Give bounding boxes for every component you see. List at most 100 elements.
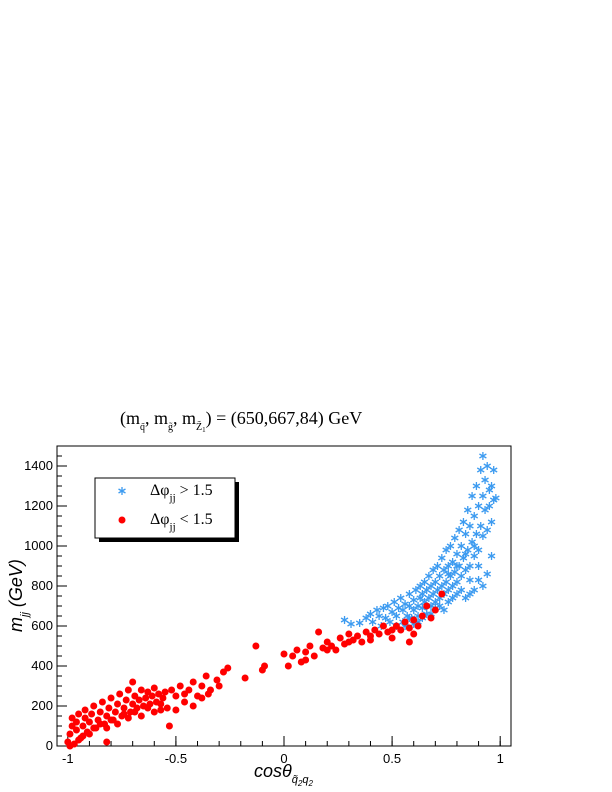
data-point-circle [204, 690, 212, 698]
data-point-asterisk [481, 506, 489, 514]
data-point-circle [345, 630, 353, 638]
data-point-asterisk [390, 598, 399, 606]
data-point-asterisk [481, 476, 489, 484]
data-point-circle [252, 642, 260, 650]
data-point-asterisk [446, 542, 455, 550]
data-point-asterisk [472, 482, 481, 490]
data-point-asterisk [483, 570, 492, 578]
data-point-asterisk [412, 586, 420, 594]
x-tick-label: -0.5 [165, 751, 187, 766]
data-point-asterisk [388, 608, 396, 616]
data-point-circle [181, 698, 189, 706]
legend-asterisk-glyph [118, 487, 126, 495]
data-point-asterisk [416, 582, 425, 590]
data-point-asterisk [463, 506, 472, 514]
data-point-circle [88, 710, 96, 718]
data-point-circle [137, 686, 145, 694]
data-point-circle [280, 650, 288, 658]
data-point-circle [213, 676, 221, 684]
data-point-asterisk [438, 554, 446, 562]
data-point-circle [157, 700, 165, 708]
data-point-asterisk [479, 452, 487, 460]
data-point-circle [397, 626, 405, 634]
data-point-asterisk [461, 594, 470, 602]
data-point-circle [202, 672, 210, 680]
legend-entry-0: Δφjj > 1.5 [150, 482, 213, 504]
data-point-circle [148, 692, 156, 700]
x-tick-label: 0 [280, 751, 287, 766]
data-point-circle [423, 602, 431, 610]
data-point-asterisk [470, 542, 479, 550]
data-point-circle [122, 696, 130, 704]
data-point-circle [427, 614, 435, 622]
data-point-circle [189, 702, 197, 710]
data-point-asterisk [381, 614, 390, 622]
chart-title: (mq̃, mg̃, mZ̃1) = (650,667,84) GeV [120, 408, 362, 434]
data-point-asterisk [466, 562, 474, 570]
data-point-asterisk [483, 462, 492, 470]
data-point-circle [150, 684, 158, 692]
x-axis-label: cosθq̃2q2 [254, 761, 313, 788]
data-point-asterisk [409, 596, 418, 604]
data-point-asterisk [396, 594, 405, 602]
data-point-asterisk [444, 598, 453, 606]
data-point-asterisk [440, 566, 448, 574]
data-point-asterisk [468, 492, 476, 500]
legend-entry-1: Δφjj < 1.5 [150, 511, 213, 533]
legend-marker-circle [118, 516, 126, 524]
data-point-asterisk [461, 550, 470, 558]
data-point-circle [79, 722, 87, 730]
data-point-circle [75, 710, 83, 718]
data-point-asterisk [474, 576, 483, 584]
data-point-asterisk [461, 566, 470, 574]
data-point-asterisk [429, 566, 437, 574]
data-point-circle [107, 694, 115, 702]
data-point-circle [388, 634, 396, 642]
data-point-asterisk [453, 550, 461, 558]
data-point-circle [418, 612, 426, 620]
data-point-circle [181, 690, 189, 698]
data-point-asterisk [483, 526, 492, 534]
data-point-circle [310, 652, 318, 660]
data-point-circle [163, 704, 171, 712]
data-point-circle [172, 692, 180, 700]
data-point-circle [198, 694, 206, 702]
data-point-circle [66, 742, 74, 750]
data-point-asterisk [438, 582, 446, 590]
data-point-circle [157, 706, 165, 714]
data-point-circle [79, 732, 87, 740]
data-point-circle [438, 590, 446, 598]
data-point-circle [302, 648, 310, 656]
data-point-circle [302, 656, 310, 664]
data-point-circle [81, 706, 89, 714]
data-point-circle [241, 674, 249, 682]
y-tick-label: 600 [31, 618, 53, 633]
data-point-circle [105, 704, 113, 712]
data-point-asterisk [375, 612, 383, 620]
data-point-asterisk [476, 522, 485, 530]
data-point-circle [345, 638, 353, 646]
data-point-circle [284, 662, 292, 670]
data-point-asterisk [444, 562, 453, 570]
data-point-circle [293, 646, 301, 654]
data-point-circle [224, 664, 232, 672]
data-point-asterisk [392, 612, 401, 620]
y-tick-label: 200 [31, 698, 53, 713]
data-point-asterisk [422, 586, 431, 594]
data-point-circle [189, 678, 197, 686]
data-point-circle [124, 714, 132, 722]
data-point-asterisk [485, 502, 494, 510]
data-point-asterisk [459, 518, 468, 526]
data-point-asterisk [487, 518, 496, 526]
data-point-circle [131, 708, 139, 716]
data-point-asterisk [479, 582, 487, 590]
data-point-asterisk [448, 594, 457, 602]
data-point-circle [410, 616, 418, 624]
data-point-asterisk [487, 482, 496, 490]
data-point-circle [336, 634, 344, 642]
data-point-circle [90, 702, 98, 710]
data-point-circle [144, 704, 152, 712]
data-point-asterisk [442, 578, 450, 586]
data-point-circle [159, 694, 167, 702]
data-point-circle [388, 626, 396, 634]
